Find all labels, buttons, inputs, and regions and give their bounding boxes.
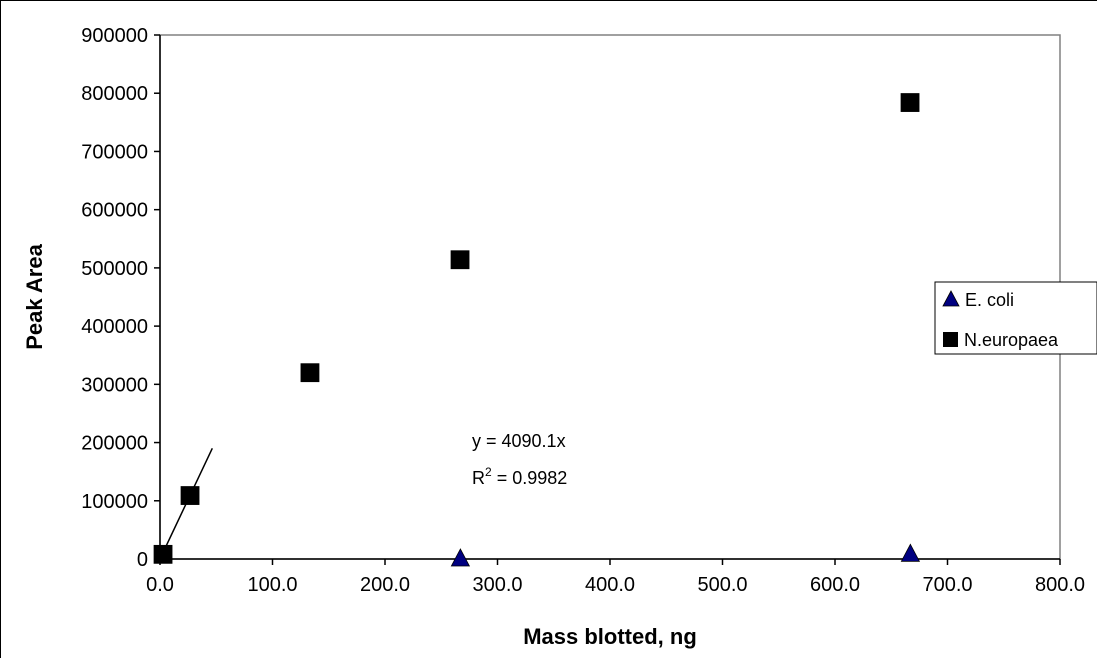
y-tick-label: 700000 xyxy=(81,141,148,163)
y-tick-label: 400000 xyxy=(81,316,148,338)
y-axis-title: Peak Area xyxy=(22,243,47,349)
r2-prefix: R xyxy=(472,468,485,488)
point-e-coli xyxy=(900,543,921,562)
legend-box xyxy=(934,281,1097,355)
x-tick-label: 400.0 xyxy=(585,574,635,596)
legend-label-e-coli: E. coli xyxy=(965,290,1014,310)
x-tick-label: 200.0 xyxy=(360,574,410,596)
y-tick-label: 500000 xyxy=(81,258,148,280)
x-tick-label: 800.0 xyxy=(1035,574,1085,596)
point-n-europaea xyxy=(153,544,173,564)
point-e-coli xyxy=(450,548,471,567)
y-tick-label: 300000 xyxy=(81,374,148,396)
x-axis-ticks: 0.0 100.0 200.0 300.0 400.0 500.0 600.0 700.0 80… xyxy=(146,559,1085,596)
x-tick-label: 500.0 xyxy=(697,574,747,596)
y-tick-label: 100000 xyxy=(81,491,148,513)
plot-area-frame xyxy=(159,34,1061,560)
point-n-europaea xyxy=(300,363,320,383)
x-tick-label: 100.0 xyxy=(247,574,297,596)
point-n-europaea xyxy=(180,486,200,505)
trendline-equation: y = 4090.1x xyxy=(472,431,566,451)
y-tick-label: 800000 xyxy=(81,83,148,105)
r2-superscript: 2 xyxy=(485,465,492,479)
y-tick-label: 0 xyxy=(137,549,148,571)
x-tick-label: 700.0 xyxy=(922,574,972,596)
legend-marker-n-europaea xyxy=(943,332,958,347)
data-points-layer xyxy=(153,93,921,567)
x-tick-label: 300.0 xyxy=(472,574,522,596)
x-axis-title: Mass blotted, ng xyxy=(523,624,697,649)
y-tick-label: 200000 xyxy=(81,433,148,455)
point-n-europaea xyxy=(900,93,920,112)
trendline-r2: R2 = 0.9982 xyxy=(472,465,567,488)
legend-marker-e-coli xyxy=(942,290,960,307)
x-tick-label: 600.0 xyxy=(810,574,860,596)
legend: E. coli N.europaea xyxy=(934,281,1097,355)
y-tick-label: 600000 xyxy=(81,200,148,222)
r2-value: = 0.9982 xyxy=(492,468,568,488)
x-tick-label: 0.0 xyxy=(146,574,174,596)
point-n-europaea xyxy=(450,250,470,270)
y-axis-ticks: 0 100000 200000 300000 400000 500000 600000 700… xyxy=(81,25,160,571)
legend-label-n-europaea: N.europaea xyxy=(964,330,1059,350)
y-tick-label: 900000 xyxy=(81,25,148,47)
